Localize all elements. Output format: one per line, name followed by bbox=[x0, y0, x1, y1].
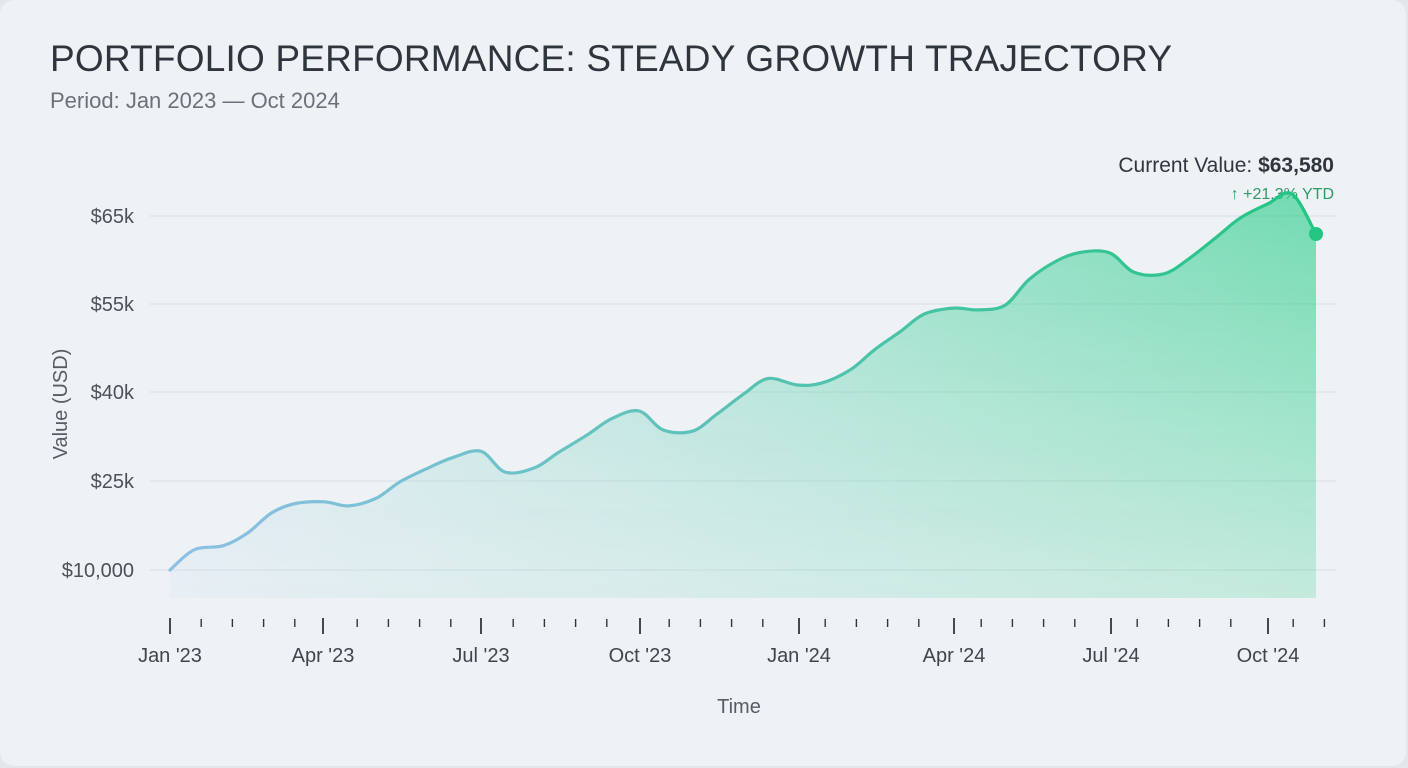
chart-title: PORTFOLIO PERFORMANCE: STEADY GROWTH TRA… bbox=[50, 38, 1173, 79]
current-value-callout: Current Value: $63,580 bbox=[1118, 154, 1334, 178]
y-tick-label: $55k bbox=[91, 294, 135, 316]
x-tick-label: Apr '24 bbox=[923, 645, 986, 667]
x-tick-label: Oct '23 bbox=[609, 645, 672, 667]
series-line-path bbox=[168, 191, 1318, 572]
y-tick-label: $65k bbox=[91, 206, 135, 228]
x-tick-label: Jan '24 bbox=[767, 645, 831, 667]
current-value-marker[interactable] bbox=[1309, 227, 1323, 241]
current-value-amount: $63,580 bbox=[1258, 154, 1334, 177]
x-axis-label: Time bbox=[717, 696, 761, 718]
y-tick-label: $25k bbox=[91, 471, 135, 493]
x-tick-label: Apr '23 bbox=[292, 645, 355, 667]
x-tick-label: Jul '23 bbox=[452, 645, 509, 667]
series-line bbox=[168, 191, 1323, 572]
chart-subtitle: Period: Jan 2023 — Oct 2024 bbox=[50, 88, 340, 113]
x-tick-label: Jul '24 bbox=[1082, 645, 1139, 667]
current-value-label: Current Value: bbox=[1118, 154, 1253, 177]
x-tick-label: Jan '23 bbox=[138, 645, 202, 667]
x-tick-label: Oct '24 bbox=[1237, 645, 1300, 667]
y-tick-label: $40k bbox=[91, 382, 135, 404]
y-axis-label: Value (USD) bbox=[50, 349, 72, 460]
y-tick-label: $10,000 bbox=[62, 560, 134, 582]
x-axis-ticks: Jan '23 Apr '23 Jul '23 Oct '23 Jan '24 Apr '… bbox=[138, 618, 1326, 667]
y-axis-ticks: $10,000 $25k $40k $55k $65k bbox=[62, 206, 135, 582]
